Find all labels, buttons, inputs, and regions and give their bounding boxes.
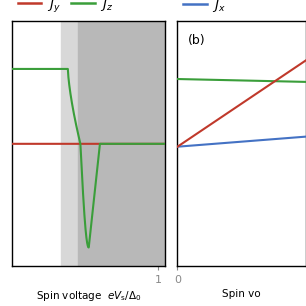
X-axis label: Spin vo: Spin vo xyxy=(222,289,261,299)
Legend: $J_x$: $J_x$ xyxy=(177,0,231,19)
Bar xyxy=(78,21,165,266)
Text: (b): (b) xyxy=(188,34,205,47)
Bar xyxy=(61,21,78,266)
Legend: $J_y$, $J_z$: $J_y$, $J_z$ xyxy=(12,0,118,19)
X-axis label: Spin voltage  $eV_\mathrm{s}/\Delta_0$: Spin voltage $eV_\mathrm{s}/\Delta_0$ xyxy=(36,289,142,304)
